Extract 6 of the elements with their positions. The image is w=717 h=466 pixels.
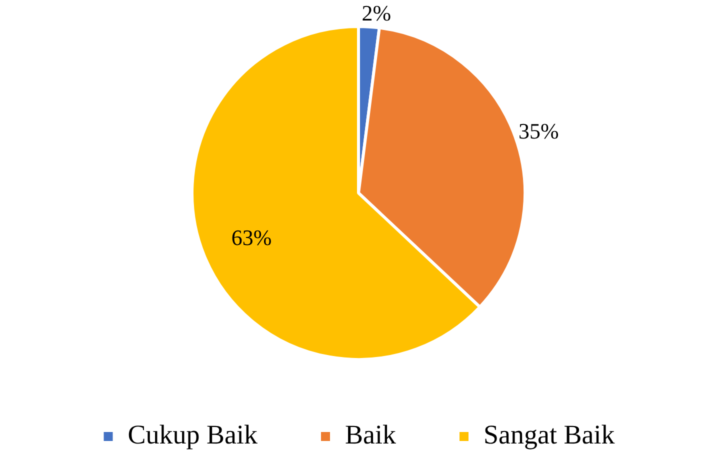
data-label: 2% bbox=[362, 0, 392, 26]
legend-label: Baik bbox=[345, 420, 397, 450]
legend-label: Cukup Baik bbox=[128, 420, 258, 450]
legend-label: Sangat Baik bbox=[484, 420, 616, 450]
data-label: 35% bbox=[518, 118, 559, 144]
data-label: 63% bbox=[231, 225, 272, 250]
